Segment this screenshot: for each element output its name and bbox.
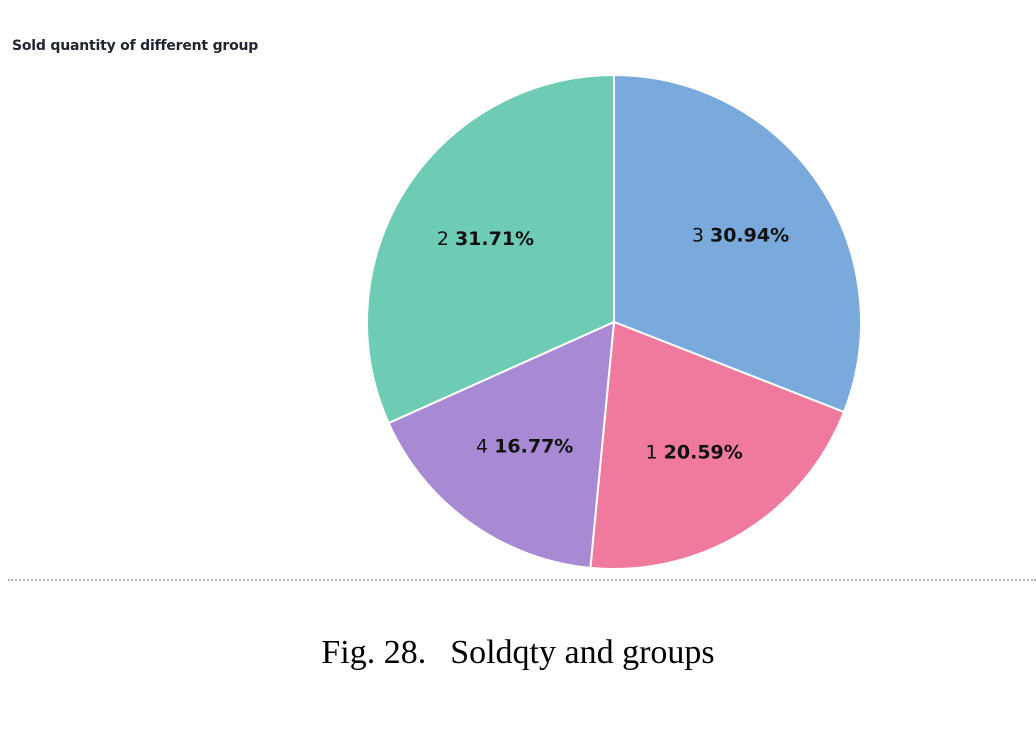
slice-label-name: 2 [437,227,455,249]
pie-slices [366,73,862,570]
figure-caption: Fig. 28. Soldqty and groups [0,634,1036,672]
pie-slice-3 [613,73,862,414]
slice-label-1: 1 20.59% [646,441,743,463]
pie-slice-2 [366,73,615,425]
chart-title: Sold quantity of different group [12,38,259,54]
slice-label-3: 3 30.94% [692,224,789,246]
pie-chart: 3 30.94% 1 20.59% 4 16.77% 2 31.71% [366,73,862,570]
pie-slice-1 [589,320,846,570]
slice-label-name: 3 [692,224,710,246]
slice-label-name: 4 [476,435,494,457]
pie-slice-4 [387,320,616,569]
divider [8,579,1036,581]
figure-number: Fig. 28. [321,634,427,671]
slice-label-percent: 30.94% [710,224,789,246]
figure-caption-text: Soldqty and groups [450,634,715,671]
slice-label-percent: 20.59% [664,441,743,463]
slice-label-name: 1 [646,441,664,463]
slice-label-4: 4 16.77% [476,435,573,457]
slice-label-percent: 31.71% [455,227,534,249]
slice-label-percent: 16.77% [494,435,573,457]
slice-label-2: 2 31.71% [437,227,534,249]
pie-labels: 3 30.94% 1 20.59% 4 16.77% 2 31.71% [437,224,789,463]
